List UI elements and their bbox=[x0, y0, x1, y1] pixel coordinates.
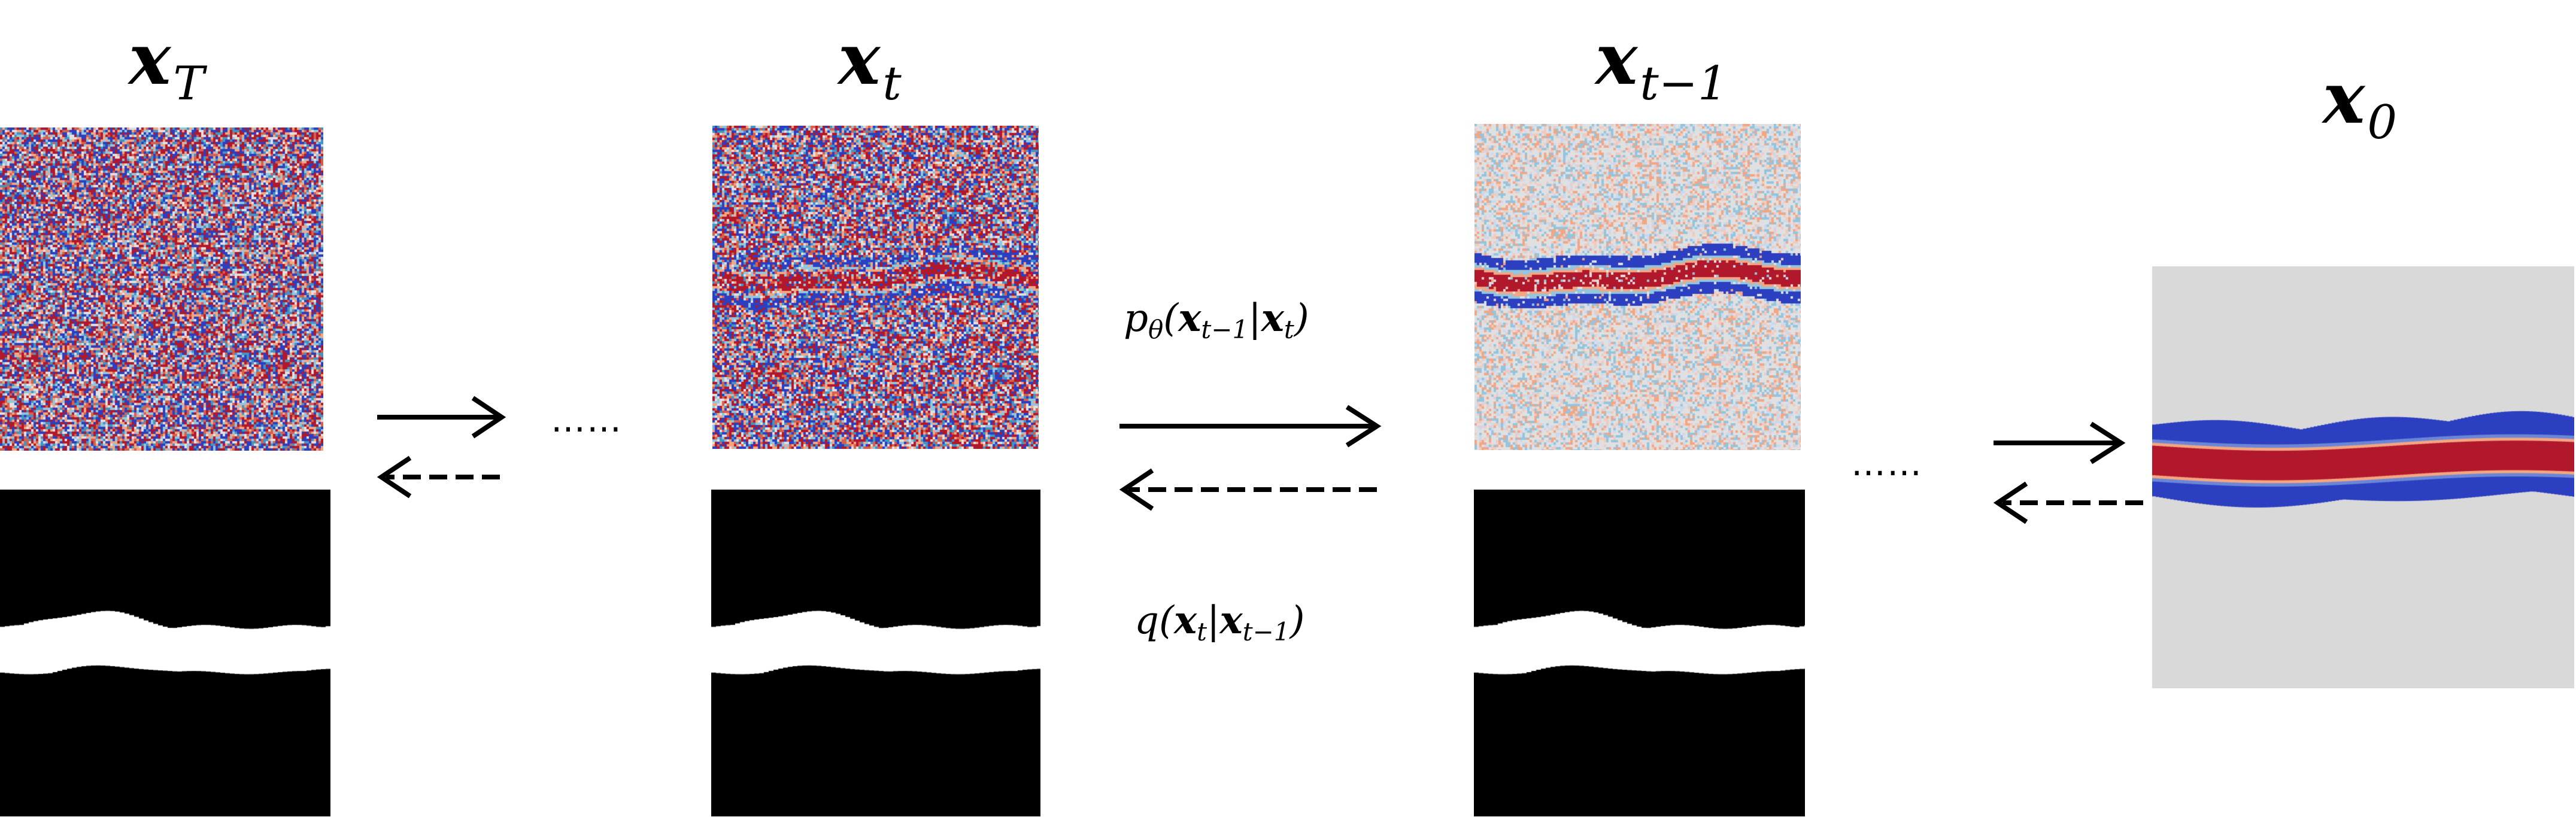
backward-dashed-arrow-1 bbox=[377, 455, 500, 499]
reverse-process-formula: pθ(xt−1|xt) bbox=[1124, 296, 1309, 344]
field-image-x-t-minus-1 bbox=[1474, 124, 1801, 450]
field-image-x-T bbox=[0, 127, 323, 451]
mask-image-x-t bbox=[711, 490, 1040, 816]
mask-image-x-T bbox=[0, 490, 330, 816]
ellipsis-right: …… bbox=[1851, 443, 1923, 484]
forward-arrow-3 bbox=[1994, 421, 2126, 464]
backward-dashed-arrow-2 bbox=[1119, 468, 1377, 511]
field-image-x-0 bbox=[2152, 266, 2574, 688]
forward-arrow-1 bbox=[377, 396, 506, 439]
mask-image-x-t-minus-1 bbox=[1474, 490, 1805, 816]
ellipsis-left: …… bbox=[551, 399, 623, 440]
title-x-0: x0 bbox=[2323, 56, 2397, 150]
title-x-t-minus-1: xt−1 bbox=[1595, 17, 1728, 111]
forward-arrow-2 bbox=[1119, 405, 1382, 448]
title-x-T: xT bbox=[129, 17, 205, 111]
forward-process-formula: q(xt|xt−1) bbox=[1134, 598, 1305, 646]
backward-dashed-arrow-3 bbox=[1993, 481, 2143, 524]
title-x-t: xt bbox=[838, 17, 902, 111]
field-image-x-t bbox=[712, 126, 1039, 449]
